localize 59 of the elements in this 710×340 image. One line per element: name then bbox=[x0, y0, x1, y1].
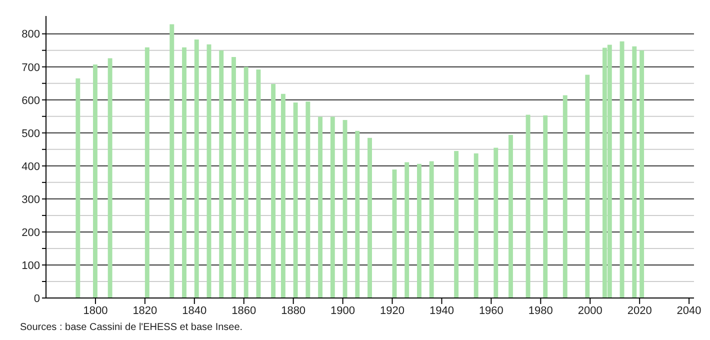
bar bbox=[620, 41, 624, 298]
bar bbox=[206, 44, 212, 298]
bar bbox=[562, 95, 568, 298]
bar bbox=[271, 84, 276, 298]
bar bbox=[355, 130, 360, 298]
y-tick-label: 300 bbox=[22, 194, 40, 206]
bar bbox=[543, 115, 548, 298]
y-tick-label: 0 bbox=[34, 292, 40, 305]
bar bbox=[494, 148, 498, 298]
y-tick-label: 600 bbox=[22, 94, 40, 107]
bar bbox=[416, 164, 422, 298]
bar bbox=[585, 74, 590, 298]
bar bbox=[293, 102, 298, 298]
bar bbox=[632, 46, 637, 298]
bar bbox=[182, 47, 186, 298]
bar bbox=[144, 47, 150, 298]
x-tick-label: 1980 bbox=[528, 304, 553, 317]
bar bbox=[170, 24, 174, 298]
x-tick-label: 1960 bbox=[478, 304, 504, 317]
x-tick-label: 1900 bbox=[330, 304, 356, 317]
bar bbox=[194, 39, 199, 298]
bar bbox=[474, 153, 478, 298]
bar bbox=[219, 50, 224, 298]
x-tick-label: 2040 bbox=[676, 304, 702, 317]
bar bbox=[76, 78, 80, 298]
bar bbox=[429, 161, 434, 298]
bar bbox=[280, 94, 286, 298]
bar bbox=[640, 50, 644, 298]
bar bbox=[508, 134, 513, 298]
x-tick-label: 1800 bbox=[83, 304, 108, 317]
bar bbox=[526, 114, 530, 298]
bar bbox=[108, 58, 112, 298]
x-tick-label: 1840 bbox=[182, 304, 207, 317]
y-tick-label: 200 bbox=[22, 226, 40, 239]
bar bbox=[92, 64, 98, 298]
source-note: Sources : base Cassini de l'EHESS et base Insee. bbox=[20, 322, 244, 333]
bar bbox=[342, 120, 348, 298]
x-tick-label: 1940 bbox=[429, 304, 454, 317]
x-tick-label: 2020 bbox=[627, 304, 652, 317]
bar bbox=[256, 69, 261, 298]
bar bbox=[454, 151, 459, 298]
x-tick-label: 1860 bbox=[232, 304, 256, 317]
x-tick-label: 1820 bbox=[132, 304, 158, 317]
y-tick-label: 800 bbox=[22, 28, 40, 41]
y-tick-label: 700 bbox=[22, 62, 40, 74]
bar bbox=[404, 162, 410, 298]
y-tick-label: 400 bbox=[22, 160, 40, 173]
bar bbox=[231, 56, 236, 298]
bar bbox=[368, 138, 372, 298]
bar bbox=[318, 116, 323, 298]
bar bbox=[330, 116, 335, 298]
x-tick-label: 1880 bbox=[281, 304, 306, 317]
bar bbox=[392, 170, 397, 298]
x-tick-label: 1920 bbox=[380, 304, 404, 317]
x-tick-label: 2000 bbox=[578, 304, 602, 317]
bar bbox=[306, 102, 310, 298]
y-tick-label: 500 bbox=[22, 128, 40, 140]
bar bbox=[244, 66, 248, 298]
y-tick-label: 100 bbox=[22, 260, 40, 272]
